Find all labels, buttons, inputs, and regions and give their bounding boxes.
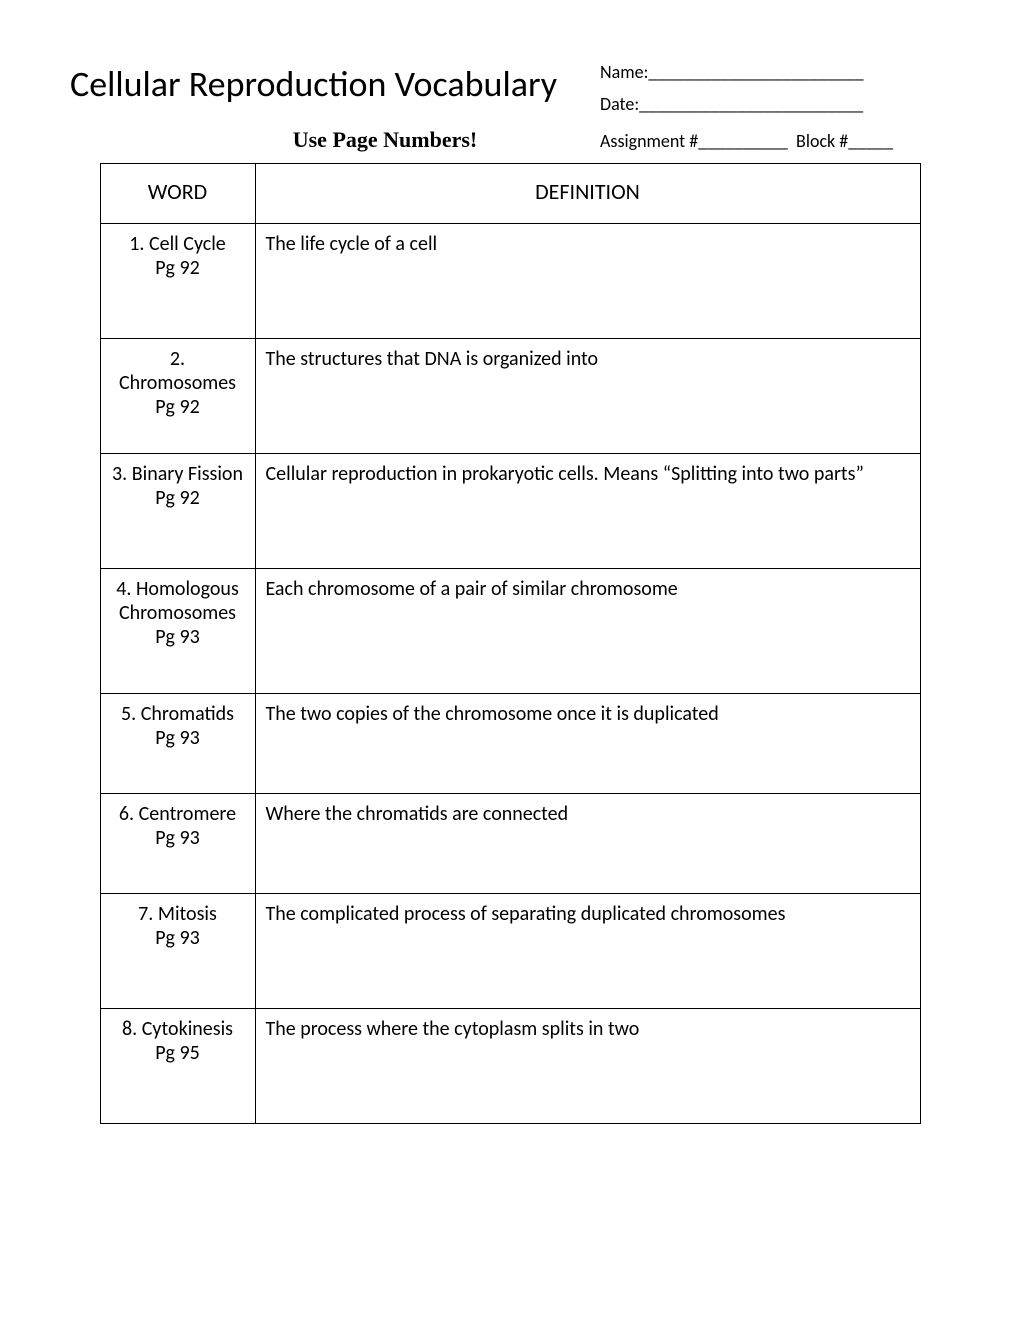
assignment-field[interactable]: Assignment #__________ Block #_____: [600, 130, 950, 152]
word-term: Chromatids: [141, 702, 234, 726]
col-definition: DEFINITION: [255, 163, 920, 223]
word-cell: 6. CentromerePg 93: [100, 793, 255, 893]
word-number: 1.: [129, 232, 149, 256]
table-row: 5. ChromatidsPg 93The two copies of the …: [100, 693, 920, 793]
definition-cell: The process where the cytoplasm splits i…: [255, 1008, 920, 1123]
definition-cell: The life cycle of a cell: [255, 223, 920, 338]
word-cell: 5. ChromatidsPg 93: [100, 693, 255, 793]
table-row: 4. Homologous ChromosomesPg 93Each chrom…: [100, 568, 920, 693]
word-cell: 8. CytokinesisPg 95: [100, 1008, 255, 1123]
word-term: Cell Cycle: [149, 232, 226, 256]
word-page: Pg 92: [105, 256, 251, 280]
word-number: 8.: [122, 1017, 142, 1041]
table-row: 2.ChromosomesPg 92The structures that DN…: [100, 338, 920, 453]
table-row: 7. MitosisPg 93The complicated process o…: [100, 893, 920, 1008]
word-term: Mitosis: [158, 902, 217, 926]
definition-cell: Each chromosome of a pair of similar chr…: [255, 568, 920, 693]
col-word: WORD: [100, 163, 255, 223]
table-header-row: WORD DEFINITION: [100, 163, 920, 223]
word-cell: 7. MitosisPg 93: [100, 893, 255, 1008]
word-term: Centromere: [139, 802, 236, 826]
word-page: Pg 92: [105, 395, 251, 419]
word-page: Pg 93: [105, 726, 251, 750]
page-title: Cellular Reproduction Vocabulary: [70, 50, 600, 106]
word-page: Pg 93: [105, 926, 251, 950]
definition-cell: The complicated process of separating du…: [255, 893, 920, 1008]
table-row: 1. Cell CyclePg 92The life cycle of a ce…: [100, 223, 920, 338]
word-number: 3.: [112, 462, 132, 486]
word-number: 5.: [121, 702, 141, 726]
word-term: Cytokinesis: [142, 1017, 233, 1041]
word-number: 7.: [138, 902, 158, 926]
word-cell: 4. Homologous ChromosomesPg 93: [100, 568, 255, 693]
word-term: Binary Fission: [132, 462, 243, 486]
word-cell: 2.ChromosomesPg 92: [100, 338, 255, 453]
meta-block: Name:________________________ Date:_____…: [600, 50, 950, 121]
subtitle: Use Page Numbers!: [70, 127, 600, 153]
word-term: Chromosomes: [105, 371, 251, 395]
table-row: 3. Binary FissionPg 92Cellular reproduct…: [100, 453, 920, 568]
date-field[interactable]: Date:_________________________: [600, 88, 950, 120]
definition-cell: Cellular reproduction in prokaryotic cel…: [255, 453, 920, 568]
table-row: 6. CentromerePg 93Where the chromatids a…: [100, 793, 920, 893]
word-term: Homologous Chromosomes: [119, 577, 239, 625]
word-page: Pg 93: [105, 625, 251, 649]
word-cell: 3. Binary FissionPg 92: [100, 453, 255, 568]
table-row: 8. CytokinesisPg 95The process where the…: [100, 1008, 920, 1123]
word-number: 2.: [105, 347, 251, 371]
vocab-table: WORD DEFINITION 1. Cell CyclePg 92The li…: [100, 163, 921, 1124]
name-field[interactable]: Name:________________________: [600, 56, 950, 88]
word-number: 6.: [119, 802, 139, 826]
word-cell: 1. Cell CyclePg 92: [100, 223, 255, 338]
definition-cell: The two copies of the chromosome once it…: [255, 693, 920, 793]
word-number: 4.: [116, 577, 136, 601]
definition-cell: Where the chromatids are connected: [255, 793, 920, 893]
definition-cell: The structures that DNA is organized int…: [255, 338, 920, 453]
word-page: Pg 93: [105, 826, 251, 850]
word-page: Pg 95: [105, 1041, 251, 1065]
word-page: Pg 92: [105, 486, 251, 510]
